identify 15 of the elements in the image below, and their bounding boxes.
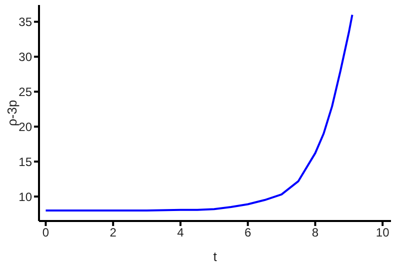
- x-tick-label: 8: [312, 226, 319, 240]
- x-tick-label: 0: [42, 226, 50, 240]
- y-tick-label: 20: [18, 120, 32, 134]
- line-series: [44, 14, 354, 212]
- y-tick-label: 10: [18, 190, 32, 204]
- x-tick-label: 10: [376, 226, 390, 240]
- y-tick-label: 30: [18, 50, 32, 64]
- x-axis-title: t: [213, 249, 218, 263]
- y-tick-label: 35: [18, 15, 32, 30]
- x-tick-label: 2: [110, 226, 117, 240]
- y-tick-label: 25: [18, 84, 32, 99]
- y-tick-label: 15: [18, 154, 32, 169]
- y-axis-title: ρ-3p: [4, 100, 20, 126]
- x-tick-label: 4: [177, 226, 184, 240]
- x-tick-label: 6: [244, 226, 252, 240]
